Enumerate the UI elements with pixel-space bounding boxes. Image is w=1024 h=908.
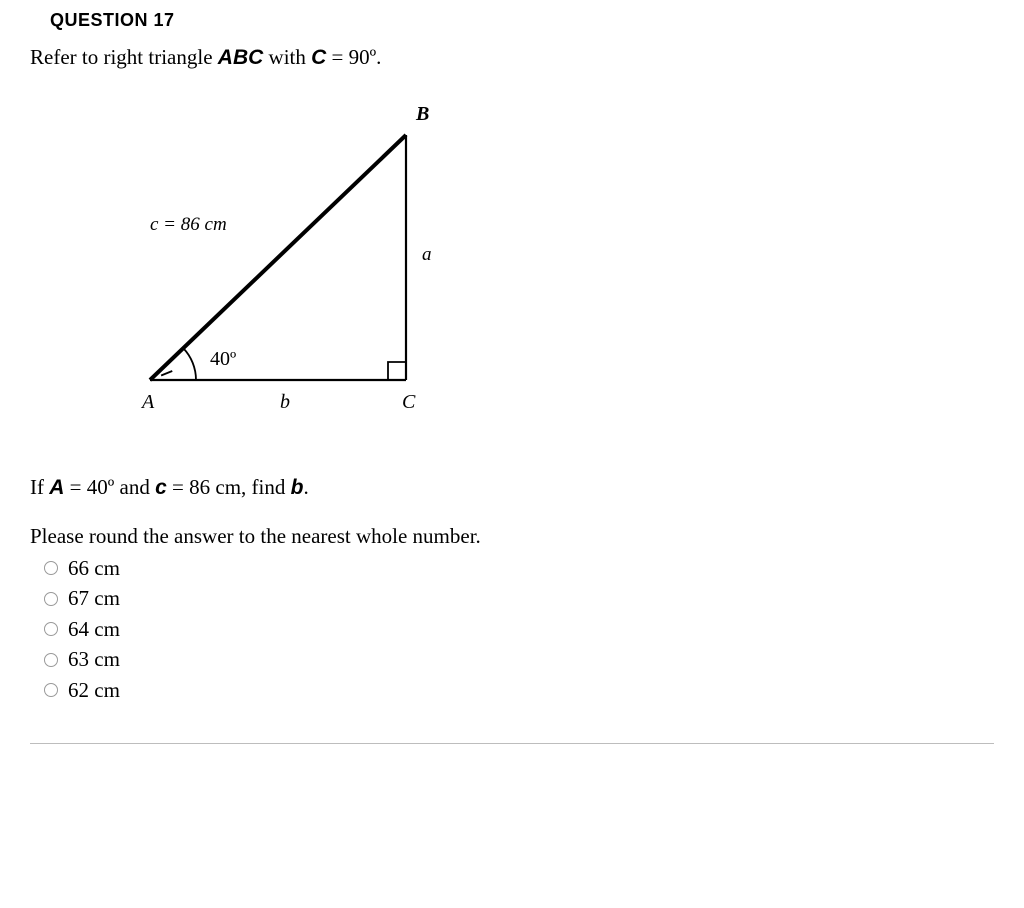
- radio-icon[interactable]: [44, 683, 58, 697]
- option-label: 63 cm: [68, 644, 120, 674]
- triangle-figure: c = 86 cm 40º Ab Ca B: [90, 100, 994, 435]
- option-label: 67 cm: [68, 583, 120, 613]
- prompt-triangle: ABC: [218, 46, 264, 69]
- q2-mid1: = 40º and: [64, 475, 155, 499]
- divider: [30, 743, 994, 744]
- option-label: 64 cm: [68, 614, 120, 644]
- radio-icon[interactable]: [44, 653, 58, 667]
- radio-icon[interactable]: [44, 592, 58, 606]
- svg-text:a: a: [422, 244, 432, 265]
- radio-icon[interactable]: [44, 622, 58, 636]
- option-row-1[interactable]: 67 cm: [44, 583, 994, 613]
- svg-text:A: A: [140, 391, 155, 413]
- q2-A: A: [49, 476, 64, 499]
- find-b-line: If A = 40º and c = 86 cm, find b.: [30, 475, 994, 500]
- prompt-line: Refer to right triangle ABC with C = 90º…: [30, 45, 994, 70]
- answer-options: 66 cm67 cm64 cm63 cm62 cm: [44, 553, 994, 705]
- question-page: QUESTION 17 Refer to right triangle ABC …: [0, 0, 1024, 782]
- option-row-2[interactable]: 64 cm: [44, 614, 994, 644]
- svg-text:B: B: [415, 103, 429, 125]
- rounding-instruction: Please round the answer to the nearest w…: [30, 524, 994, 549]
- svg-text:C: C: [402, 391, 416, 413]
- q2-b: b: [291, 476, 304, 499]
- svg-text:b: b: [280, 391, 290, 413]
- svg-text:c = 86 cm: c = 86 cm: [150, 214, 227, 235]
- prompt-pre: Refer to right triangle: [30, 45, 218, 69]
- q2-pre: If: [30, 475, 49, 499]
- option-label: 62 cm: [68, 675, 120, 705]
- q2-mid2: = 86 cm, find: [167, 475, 291, 499]
- svg-text:40º: 40º: [210, 348, 236, 370]
- option-row-0[interactable]: 66 cm: [44, 553, 994, 583]
- radio-icon[interactable]: [44, 561, 58, 575]
- option-row-4[interactable]: 62 cm: [44, 675, 994, 705]
- q2-post: .: [303, 475, 308, 499]
- question-heading: QUESTION 17: [50, 10, 994, 31]
- option-label: 66 cm: [68, 553, 120, 583]
- prompt-post: = 90º.: [326, 45, 381, 69]
- prompt-mid: with: [263, 45, 311, 69]
- q2-c: c: [155, 476, 167, 499]
- triangle-svg: c = 86 cm 40º Ab Ca B: [90, 100, 450, 430]
- option-row-3[interactable]: 63 cm: [44, 644, 994, 674]
- prompt-var-C: C: [311, 46, 326, 69]
